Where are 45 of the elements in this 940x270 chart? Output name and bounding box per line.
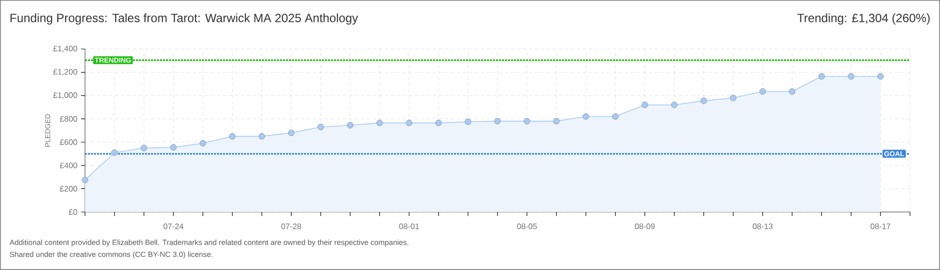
point xyxy=(642,102,648,108)
y-tick-label: £200 xyxy=(60,186,78,192)
x-tick-label: 08-09 xyxy=(634,224,655,230)
chart-subtitle: Trending: £1,304 (260%) xyxy=(797,13,930,25)
point xyxy=(848,73,854,80)
y-tick-label: £600 xyxy=(60,139,78,145)
x-tick-label: 08-13 xyxy=(752,224,773,230)
point xyxy=(612,113,619,120)
y-tick-label: £0 xyxy=(68,209,78,215)
y-tick-label: £1,200 xyxy=(53,68,78,76)
chart-title: Funding Progress: Tales from Tarot: Warwick MA 2025 Anthology xyxy=(10,13,358,25)
point xyxy=(376,120,383,126)
y-tick-label: £1,400 xyxy=(53,46,78,52)
point xyxy=(671,102,678,108)
point xyxy=(788,88,796,95)
x-tick-label: 08-05 xyxy=(517,224,537,230)
point xyxy=(346,122,354,128)
point xyxy=(318,124,324,130)
point xyxy=(582,113,590,120)
x-tick-label: 08-17 xyxy=(870,224,890,230)
point xyxy=(111,149,118,156)
point xyxy=(818,73,825,80)
x-tick-label: 07-24 xyxy=(163,224,184,230)
point xyxy=(288,130,294,136)
point xyxy=(229,133,236,140)
point xyxy=(553,118,560,124)
point xyxy=(700,98,707,104)
point xyxy=(730,94,736,102)
x-tick-label: 08-01 xyxy=(399,224,419,230)
y-tick-label: £400 xyxy=(60,162,78,168)
point xyxy=(759,88,766,95)
point xyxy=(464,118,472,125)
point xyxy=(258,133,265,140)
point xyxy=(524,118,530,124)
point xyxy=(435,120,442,126)
point xyxy=(170,144,177,151)
y-tick-label: £1,000 xyxy=(53,92,78,99)
point xyxy=(406,120,412,126)
point xyxy=(82,176,88,184)
point xyxy=(877,73,884,80)
point xyxy=(494,118,501,124)
point xyxy=(140,144,148,152)
point xyxy=(200,140,206,146)
x-tick-label: 07-28 xyxy=(281,224,302,230)
y-tick-label: £800 xyxy=(60,116,78,122)
